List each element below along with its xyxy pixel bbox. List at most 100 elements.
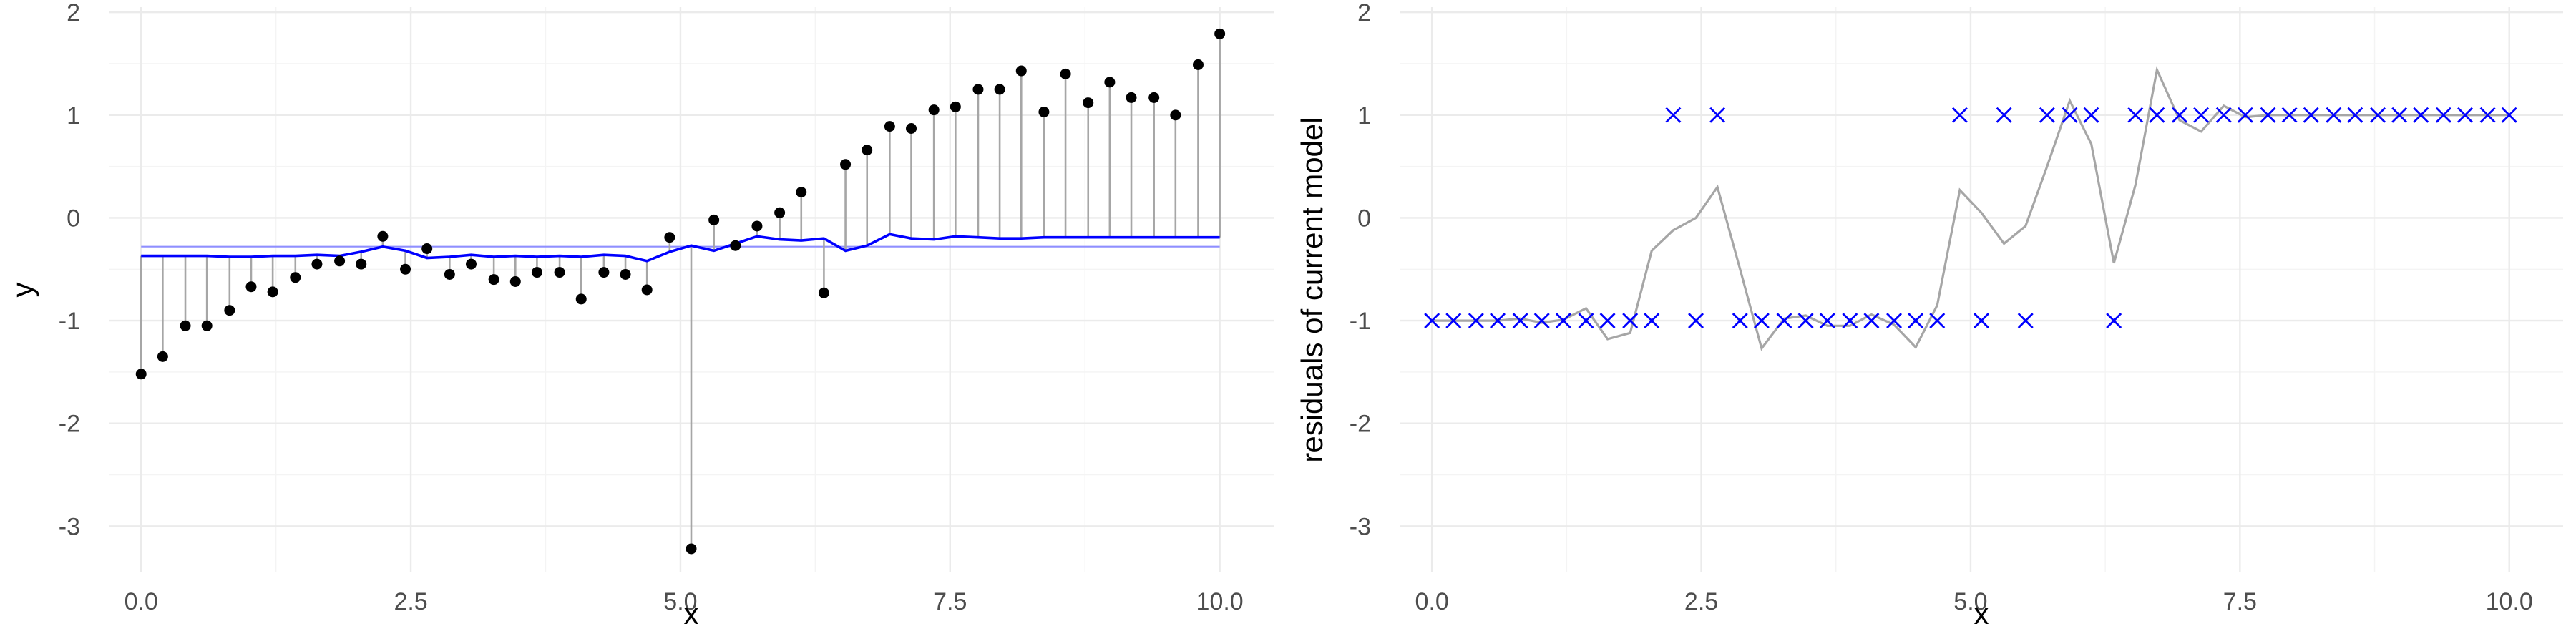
- x-marker: [2017, 313, 2034, 329]
- data-point: [1060, 68, 1071, 79]
- x-marker: [1599, 313, 1616, 329]
- x-marker: [1555, 313, 1571, 329]
- x-marker: [1951, 107, 1968, 123]
- data-point: [201, 320, 213, 331]
- x-marker: [2237, 107, 2253, 123]
- data-point: [157, 351, 168, 362]
- data-point: [620, 268, 631, 280]
- x-tick-label: 0.0: [1415, 588, 1449, 615]
- panel-right: 0.0 2.5 5.0 7.5 10.0 -3 -2 -1 0 1 2 x residuals of c…: [1295, 0, 2563, 630]
- data-point: [1104, 77, 1116, 88]
- y-tick-label: 0: [1357, 205, 1371, 232]
- y-tick-label: -3: [59, 513, 80, 540]
- x-marker: [2370, 107, 2386, 123]
- y-tick-label: 2: [67, 0, 80, 26]
- x-marker: [2435, 107, 2451, 123]
- x-marker: [2215, 107, 2232, 123]
- x-marker: [2193, 107, 2210, 123]
- grid: [1400, 7, 2563, 572]
- x-marker: [1929, 313, 1946, 329]
- data-point: [686, 543, 697, 555]
- x-tick-label: 0.0: [125, 588, 158, 615]
- data-point: [180, 320, 191, 331]
- data-point: [245, 281, 257, 293]
- x-marker: [1863, 313, 1880, 329]
- data-point: [994, 84, 1005, 95]
- x-marker: [2083, 107, 2099, 123]
- data-point: [1170, 109, 1181, 121]
- y-tick-label: -3: [1350, 513, 1371, 540]
- x-marker: [1424, 313, 1440, 329]
- x-tick-label: 5.0: [663, 588, 697, 615]
- x-marker: [1842, 313, 1858, 329]
- x-marker: [2127, 107, 2144, 123]
- x-marker: [1974, 313, 1989, 329]
- x-marker: [2479, 107, 2496, 123]
- x-marker: [2106, 313, 2122, 329]
- y-tick-label: 0: [67, 205, 80, 232]
- data-point: [708, 214, 720, 225]
- x-marker: [1753, 313, 1770, 329]
- data-point: [1015, 65, 1027, 77]
- y-axis-label: y: [6, 283, 39, 298]
- x-tick-label: 7.5: [933, 588, 967, 615]
- data-point: [796, 187, 807, 198]
- x-marker: [1996, 107, 2012, 123]
- x-marker: [1490, 313, 1506, 329]
- x-tick-label: 7.5: [2223, 588, 2257, 615]
- data-point: [598, 267, 610, 278]
- x-marker: [2303, 107, 2319, 123]
- x-marker: [2149, 107, 2165, 123]
- data-point: [641, 284, 653, 296]
- panel-left: 0.0 2.5 5.0 7.5 10.0 -3 -2 -1 0 1 2 x y: [6, 0, 1274, 630]
- data-point: [334, 255, 346, 267]
- data-point: [554, 267, 565, 278]
- data-point: [664, 232, 675, 243]
- data-point: [1038, 107, 1050, 118]
- x-tick-label: 2.5: [1684, 588, 1718, 615]
- x-marker: [2281, 107, 2298, 123]
- x-marker: [1776, 313, 1792, 329]
- x-tick-label: 10.0: [2486, 588, 2533, 615]
- data-point: [356, 258, 367, 270]
- y-tick-label: -2: [1350, 411, 1371, 438]
- x-marker: [1709, 107, 1726, 123]
- x-marker: [1886, 313, 1903, 329]
- x-tick-label: 10.0: [1196, 588, 1244, 615]
- y-tick-label: 2: [1357, 0, 1371, 26]
- x-axis-label: x: [1974, 597, 1989, 630]
- data-point: [575, 293, 587, 305]
- data-point: [1083, 97, 1094, 109]
- data-point: [444, 268, 455, 280]
- data-point: [465, 258, 477, 270]
- x-tick-label: 2.5: [394, 588, 427, 615]
- x-marker: [1908, 313, 1924, 329]
- data-point: [311, 258, 323, 270]
- y-tick-label: -1: [59, 308, 80, 335]
- data-point: [509, 276, 521, 288]
- x-marker: [2501, 107, 2517, 123]
- data-point: [774, 207, 786, 218]
- x-marker: [1644, 313, 1660, 329]
- data-point: [267, 286, 278, 298]
- data-point: [884, 121, 895, 132]
- data-point: [488, 274, 499, 286]
- x-marker: [2062, 107, 2078, 123]
- data-point: [135, 369, 147, 380]
- data-point: [224, 305, 235, 316]
- x-marker: [1819, 313, 1835, 329]
- x-marker: [1665, 107, 1682, 123]
- y-tick-label: -2: [59, 411, 80, 438]
- x-marker: [2172, 107, 2188, 123]
- data-point: [928, 104, 940, 116]
- y-axis-label: residuals of current model: [1295, 117, 1329, 462]
- data-point: [862, 145, 873, 156]
- data-point: [421, 243, 433, 255]
- x-marker: [2039, 107, 2055, 123]
- x-marker: [1512, 313, 1528, 329]
- data-point: [818, 287, 829, 298]
- data-point: [950, 101, 961, 112]
- x-marker: [2260, 107, 2276, 123]
- data-point: [1192, 59, 1204, 70]
